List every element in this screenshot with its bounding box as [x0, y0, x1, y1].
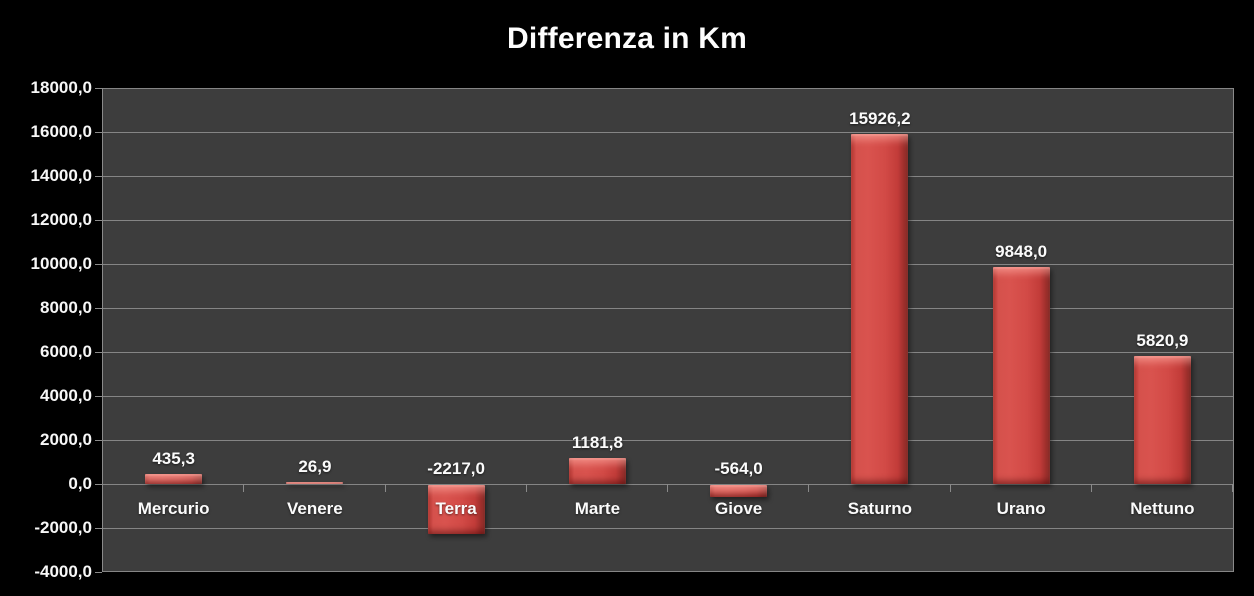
category-label-terra: Terra: [435, 499, 477, 518]
y-axis-tick: [95, 528, 102, 529]
category-label-marte: Marte: [574, 499, 621, 518]
y-axis-tick: [95, 88, 102, 89]
category-label-mercurio: Mercurio: [137, 499, 210, 518]
y-axis-label: 4000,0: [40, 386, 92, 405]
gridline-0,0: [103, 484, 1233, 485]
category-label-urano: Urano: [996, 499, 1046, 518]
gridline-10000,0: [103, 264, 1233, 265]
gridline-6000,0: [103, 352, 1233, 353]
y-axis-label: 8000,0: [40, 298, 92, 317]
y-axis-tick: [95, 440, 102, 441]
value-label-urano: 9848,0: [995, 242, 1048, 262]
gridline--4000,0: [103, 571, 1233, 572]
y-axis-label: -4000,0: [34, 562, 92, 581]
y-axis-tick: [95, 132, 102, 133]
y-axis-label: 2000,0: [40, 430, 92, 449]
y-axis-tick: [95, 176, 102, 177]
category-label-giove: Giove: [715, 499, 763, 518]
category-axis-tick: [384, 484, 386, 492]
bar-giove: [710, 485, 768, 498]
bar-marte: [568, 458, 626, 484]
gridline-4000,0: [103, 396, 1233, 397]
y-axis-label: 18000,0: [30, 78, 92, 97]
y-axis-tick: [95, 264, 102, 265]
category-axis-tick: [667, 484, 668, 492]
chart-title: Differenza in Km: [507, 22, 747, 55]
y-axis-label: 14000,0: [30, 166, 92, 185]
y-axis-tick: [95, 352, 102, 353]
value-label-giove: -564,0: [714, 459, 763, 478]
category-axis-tick: [949, 484, 951, 492]
category-axis-tick: [525, 484, 527, 492]
gridline-2000,0: [103, 440, 1233, 441]
bar-terra: [427, 485, 485, 534]
value-label-mercurio: 435,3: [152, 449, 195, 469]
y-axis-label: -2000,0: [34, 518, 92, 537]
bar-nettuno: [1133, 355, 1191, 484]
y-axis-label: 16000,0: [30, 122, 92, 141]
y-axis-tick: [95, 308, 102, 309]
y-axis-tick: [95, 220, 102, 221]
gridline-8000,0: [103, 308, 1233, 309]
bar-urano: [992, 267, 1050, 484]
bar-mercurio: [145, 474, 203, 484]
value-label-venere: 26,9: [298, 457, 332, 476]
category-axis-tick: [243, 484, 245, 492]
category-axis-tick: [102, 484, 103, 492]
gridline-18000,0: [103, 88, 1233, 89]
bar-venere: [286, 482, 344, 484]
category-label-venere: Venere: [286, 499, 343, 518]
y-axis-label: 0,0: [68, 474, 92, 493]
category-axis-tick: [1090, 484, 1092, 492]
gridline-14000,0: [103, 176, 1233, 177]
value-label-terra: -2217,0: [427, 459, 485, 478]
y-axis-label: 12000,0: [30, 210, 92, 229]
value-label-saturno: 15926,2: [849, 108, 911, 128]
gridline-16000,0: [103, 132, 1233, 133]
category-label-saturno: Saturno: [847, 499, 912, 518]
plot-area: 435,3 Mercurio 26,9 Venere -2217,0 Terra 1181,…: [102, 88, 1234, 572]
bar-saturno: [851, 133, 909, 484]
value-label-marte: 1181,8: [571, 433, 623, 452]
gridline-12000,0: [103, 220, 1233, 221]
y-axis-tick: [95, 396, 102, 397]
y-axis-tick: [95, 572, 102, 573]
y-axis-tick: [95, 484, 102, 485]
category-label-nettuno: Nettuno: [1130, 499, 1195, 518]
category-axis-tick: [808, 484, 810, 492]
value-label-nettuno: 5820,9: [1136, 330, 1189, 350]
y-axis-label: 10000,0: [30, 254, 92, 273]
y-axis-label: 6000,0: [40, 342, 92, 361]
gridline--2000,0: [103, 528, 1233, 529]
category-axis-tick: [1232, 484, 1233, 492]
